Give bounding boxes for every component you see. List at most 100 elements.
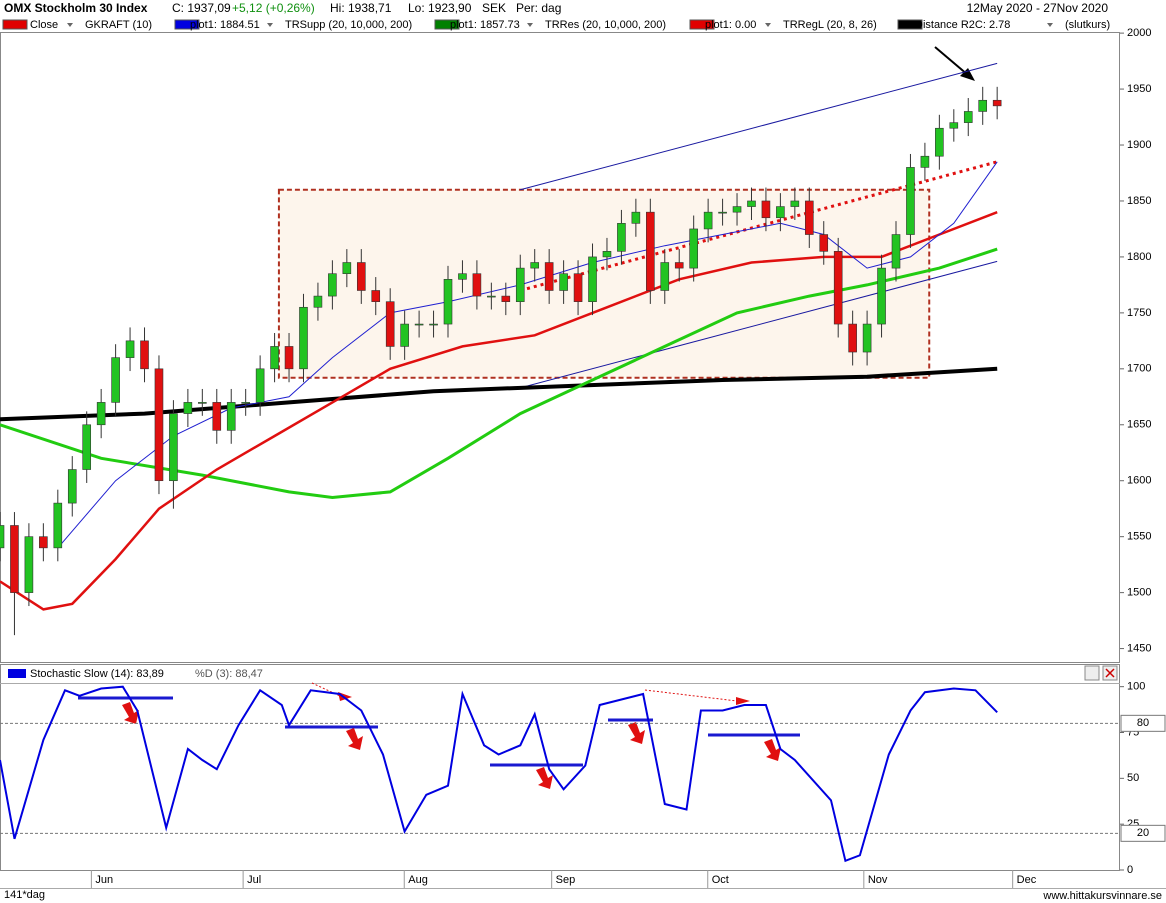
candle-body <box>111 357 120 403</box>
y-tick-label: 1750 <box>1127 307 1151 319</box>
dropdown-arrow <box>67 23 73 27</box>
stochastic-line <box>0 685 998 863</box>
candle-body <box>920 155 930 168</box>
x-tick-label: Nov <box>868 874 888 886</box>
candle-body <box>862 323 872 353</box>
candle-body <box>674 262 684 269</box>
candle-body <box>183 402 193 414</box>
candle-body <box>67 469 77 504</box>
annotation-arrow <box>628 722 645 744</box>
legend-swatch <box>689 19 715 30</box>
x-tick-label: Oct <box>712 874 729 886</box>
candle-body <box>559 273 568 291</box>
annotation-arrow <box>736 697 750 705</box>
candle-body <box>39 536 48 549</box>
annotation-arrow <box>934 46 969 76</box>
moving-average <box>0 247 998 500</box>
y-tick-label: 1800 <box>1127 251 1151 263</box>
candle-body <box>877 267 886 325</box>
candle-body <box>443 279 453 325</box>
date-range: 12May 2020 - 27Nov 2020 <box>967 1 1109 15</box>
y-tick-label: 1500 <box>1127 587 1151 599</box>
candle-body <box>241 402 250 404</box>
legend-label: plot1: 1884.51 <box>190 19 260 31</box>
close-icon <box>1105 668 1115 678</box>
legend-swatch <box>434 19 460 30</box>
level-label: 80 <box>1137 717 1149 729</box>
legend-indicator: (slutkurs) <box>1065 19 1110 31</box>
candle-body <box>501 295 511 302</box>
trendline <box>520 62 998 191</box>
x-tick-label: Sep <box>556 874 576 886</box>
y-tick-label: 1550 <box>1127 531 1151 543</box>
candle-body <box>328 273 337 297</box>
candle-body <box>299 306 308 370</box>
range-box <box>277 188 931 379</box>
x-tick-label: Dec <box>1017 874 1037 886</box>
candle-body <box>732 206 742 213</box>
legend-label: plot1: 0.00 <box>705 19 756 31</box>
level-box <box>1120 714 1166 732</box>
candle-body <box>400 323 409 347</box>
candle-body <box>761 200 771 219</box>
legend-label: plot1: 1857.73 <box>450 19 520 31</box>
candle-body <box>356 262 366 291</box>
candle-body <box>891 234 901 269</box>
high: Hi: 1938,71 <box>330 1 392 15</box>
main-frame <box>0 32 1120 663</box>
panel-subtitle: %D (3): 88,47 <box>195 668 263 680</box>
candle-body <box>906 167 915 235</box>
y-tick-label: 1900 <box>1127 139 1151 151</box>
candle-body <box>978 99 988 112</box>
stoch-arrows <box>122 692 781 789</box>
level-label: 20 <box>1137 827 1149 839</box>
candle-body <box>819 234 829 252</box>
candle-body <box>198 402 207 404</box>
y-tick-label: 100 <box>1127 681 1145 693</box>
candle-body <box>530 262 540 269</box>
panel-title: Stochastic Slow (14): 83,89 <box>30 668 164 680</box>
candle-body <box>24 536 34 593</box>
candle-body <box>284 346 294 370</box>
candle-body <box>10 525 19 593</box>
candle-body <box>963 111 973 123</box>
candle-body <box>371 290 381 302</box>
candle-body <box>169 413 178 482</box>
candle-body <box>689 228 698 269</box>
candle-body <box>804 200 814 235</box>
candle-body <box>631 211 641 224</box>
candle-body <box>429 323 438 326</box>
y-tick-label: 1700 <box>1127 363 1151 375</box>
legend-indicator: TRRes (20, 10,000, 200) <box>545 19 666 31</box>
legend-indicator: TRSupp (20, 10,000, 200) <box>285 19 412 31</box>
x-tick-label: Jul <box>247 874 261 886</box>
legend-swatch <box>897 19 923 30</box>
footer: www.hittakursvinnare.se <box>1042 890 1162 902</box>
dropdown-arrow <box>1047 23 1053 27</box>
y-tick-label: 1950 <box>1127 83 1151 95</box>
candle-body <box>848 323 857 353</box>
close-price: C: 1937,09 <box>172 1 231 15</box>
candle-body <box>53 502 63 549</box>
candle-body <box>414 323 424 326</box>
stoch-annotations <box>78 696 800 767</box>
dropdown-arrow <box>765 23 771 27</box>
annotation-arrow <box>536 767 553 789</box>
candle-body <box>949 122 959 129</box>
candle-body <box>270 346 279 370</box>
dropdown-arrow <box>527 23 533 27</box>
candle-body <box>602 251 612 258</box>
icon-button[interactable] <box>1084 665 1100 681</box>
legend-swatch <box>174 19 200 30</box>
moving-average <box>0 211 998 611</box>
candle-body <box>660 262 670 291</box>
candle-body <box>140 340 149 370</box>
candle-body <box>646 211 655 291</box>
candle-body <box>992 99 1002 107</box>
candle-body <box>747 200 756 207</box>
period: Per: dag <box>516 1 561 15</box>
candle-body <box>935 127 944 157</box>
candle-body <box>487 295 496 298</box>
trendline <box>520 260 998 389</box>
